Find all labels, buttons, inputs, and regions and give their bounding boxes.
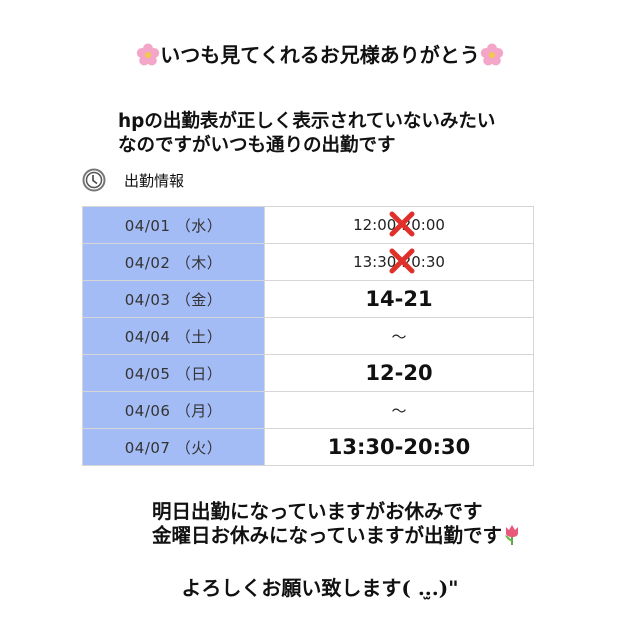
table-row: 04/07 （火） 13:30-20:30	[82, 428, 534, 466]
notes-line2: 金曜日お休みになっていますが出勤です	[152, 524, 503, 547]
tulip-icon	[505, 525, 519, 545]
row-date: 04/07 （火）	[82, 428, 265, 466]
notes-line1: 明日出勤になっていますがお休みです	[152, 500, 483, 523]
row-time: ～	[264, 317, 534, 355]
page-title: いつも見てくれるお兄様ありがとう	[0, 40, 640, 70]
row-time: 14-21	[264, 280, 534, 318]
table-row: 04/01 （水）12:00-20:00	[82, 206, 534, 244]
schedule-header: 出勤情報	[82, 168, 184, 192]
cherry-blossom-icon	[136, 43, 160, 67]
row-date: 04/02 （木）	[82, 243, 265, 281]
table-row: 04/02 （木）13:30-20:30	[82, 243, 534, 281]
row-date: 04/01 （水）	[82, 206, 265, 244]
row-time: 12:00-20:00	[264, 206, 534, 244]
time-text: ～	[391, 401, 407, 420]
row-date: 04/06 （月）	[82, 391, 265, 429]
table-row: 04/06 （月） ～	[82, 391, 534, 429]
time-text: 14-21	[365, 287, 433, 311]
intro-line1: の出勤表が正しく表示されていないみたい	[144, 111, 496, 132]
title-text: いつも見てくれるお兄様ありがとう	[160, 43, 480, 67]
row-time: 12-20	[264, 354, 534, 392]
intro-prefix: hp	[118, 111, 145, 132]
row-date: 04/04 （土）	[82, 317, 265, 355]
schedule-table: 04/01 （水）12:00-20:0004/02 （木）13:30-20:30…	[82, 206, 534, 466]
notes-text: 明日出勤になっていますがお休みです 金曜日お休みになっていますが出勤です	[152, 500, 522, 548]
row-time: 13:30-20:30	[264, 243, 534, 281]
cross-mark-icon	[389, 211, 415, 237]
clock-icon	[82, 168, 106, 192]
time-text: ～	[391, 327, 407, 346]
intro-line2: なのですがいつも通りの出勤です	[118, 135, 396, 156]
time-text: 12-20	[365, 361, 433, 385]
cross-mark-icon	[389, 248, 415, 274]
intro-text: hpの出勤表が正しく表示されていないみたい なのですがいつも通りの出勤です	[118, 110, 495, 158]
closing-text: よろしくお願い致します( ..̫.)"	[181, 576, 459, 600]
table-row: 04/03 （金） 14-21	[82, 280, 534, 318]
table-row: 04/04 （土） ～	[82, 317, 534, 355]
row-date: 04/05 （日）	[82, 354, 265, 392]
cherry-blossom-icon	[480, 43, 504, 67]
row-date: 04/03 （金）	[82, 280, 265, 318]
row-time: 13:30-20:30	[264, 428, 534, 466]
schedule-title: 出勤情報	[124, 171, 185, 190]
time-text: 13:30-20:30	[327, 435, 471, 459]
row-time: ～	[264, 391, 534, 429]
table-row: 04/05 （日） 12-20	[82, 354, 534, 392]
